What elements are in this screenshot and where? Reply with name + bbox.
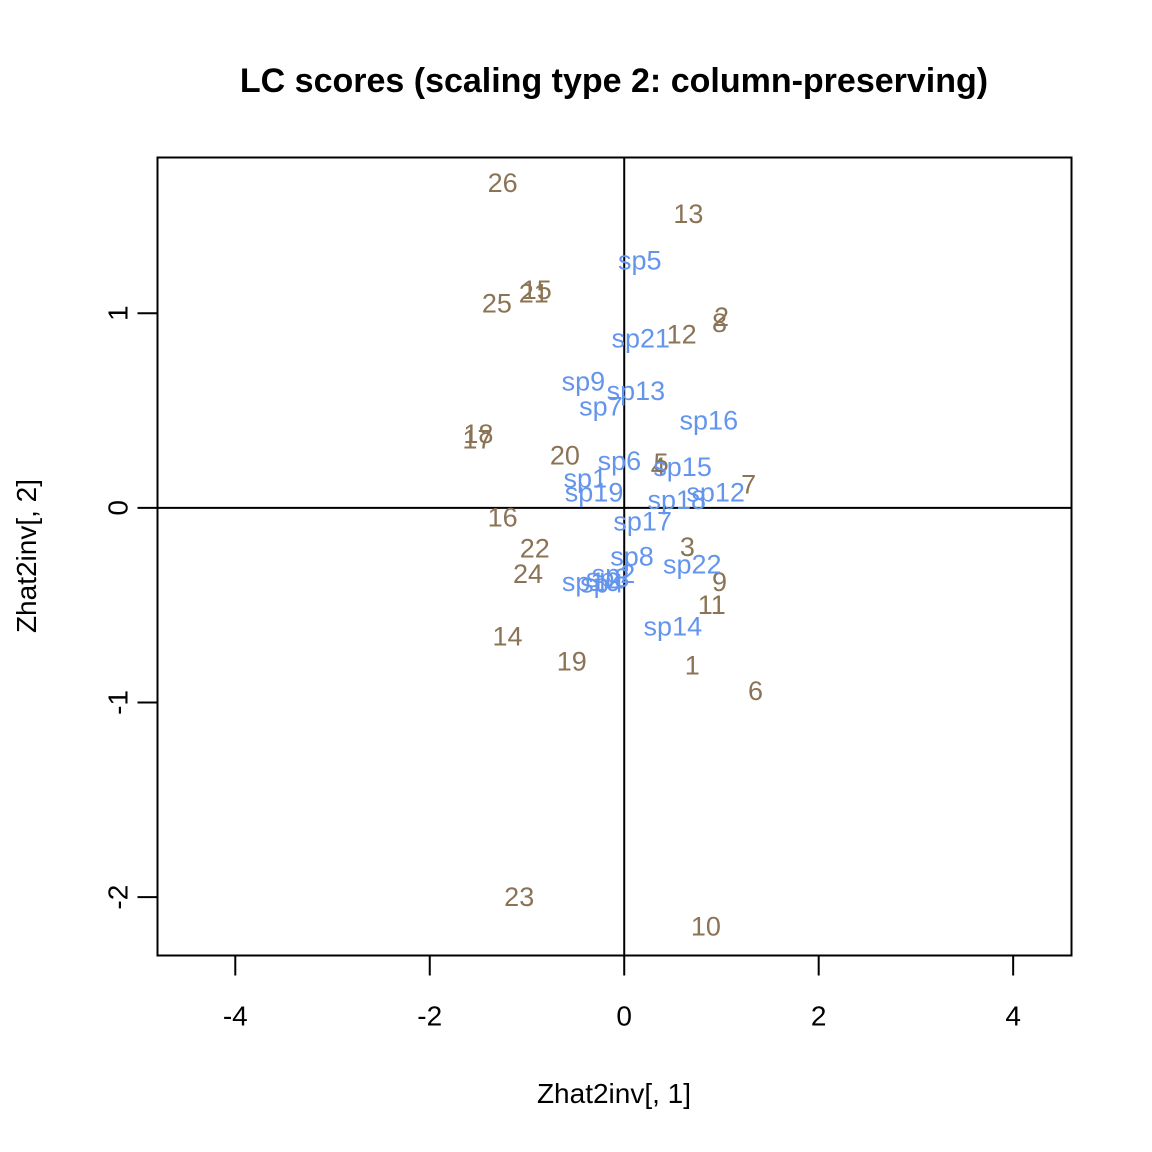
- point-label: 18: [463, 419, 493, 449]
- point-label: 19: [557, 647, 587, 677]
- point-label: 3: [680, 532, 695, 562]
- x-axis-label: Zhat2inv[, 1]: [537, 1078, 691, 1109]
- point-label: 6: [748, 676, 763, 706]
- y-tick-label: 0: [103, 500, 134, 516]
- point-label: 22: [520, 534, 550, 564]
- point-label: 21: [519, 279, 549, 309]
- point-label: 26: [488, 168, 518, 198]
- point-label: sp6: [598, 446, 642, 476]
- point-label: sp4: [580, 569, 624, 599]
- point-label: 11: [698, 590, 726, 620]
- point-label: 20: [550, 440, 580, 470]
- point-label: sp19: [565, 477, 624, 507]
- point-label: 8: [712, 308, 727, 338]
- point-label: sp14: [644, 612, 703, 642]
- point-labels: 1234567891011121314151617181920212223242…: [462, 168, 763, 942]
- y-tick-label: 1: [103, 305, 134, 321]
- point-label: 12: [667, 320, 697, 350]
- y-axis-label: Zhat2inv[, 2]: [11, 479, 42, 633]
- point-label: 7: [741, 469, 756, 499]
- point-label: sp7: [579, 392, 623, 422]
- point-label: 4: [651, 452, 666, 482]
- point-label: sp2: [592, 559, 636, 589]
- point-label: sp18: [647, 485, 706, 515]
- point-label: 13: [673, 199, 703, 229]
- point-label: 1: [685, 650, 700, 680]
- point-label: 25: [482, 288, 512, 318]
- x-tick-label: 4: [1005, 1001, 1021, 1032]
- point-label: sp1: [564, 464, 608, 494]
- reference-lines: [157, 157, 1072, 956]
- point-label: 16: [488, 503, 518, 533]
- point-label: 14: [493, 621, 523, 651]
- point-label: sp22: [663, 549, 722, 579]
- point-label: 2: [714, 302, 729, 332]
- y-tick-label: -2: [103, 885, 134, 910]
- y-tick-label: -1: [103, 690, 134, 715]
- point-label: 24: [513, 559, 543, 589]
- point-label: sp15: [653, 452, 712, 482]
- point-label: sp8: [610, 542, 654, 572]
- chart-title: LC scores (scaling type 2: column-preser…: [240, 62, 988, 100]
- point-label: sp17: [613, 506, 672, 536]
- x-axis: -4 -2 0 2 4: [223, 954, 1021, 1032]
- y-axis: -2 -1 0 1: [103, 305, 159, 910]
- point-label: sp21: [611, 324, 670, 354]
- point-label: 5: [654, 448, 669, 478]
- point-label: sp16: [680, 405, 739, 435]
- point-label: sp3: [586, 563, 630, 593]
- point-label: 9: [712, 567, 727, 597]
- x-tick-label: 0: [616, 1001, 632, 1032]
- point-label: sp12: [686, 477, 745, 507]
- x-tick-label: 2: [811, 1001, 827, 1032]
- point-label: 23: [504, 882, 534, 912]
- x-tick-label: -4: [223, 1001, 248, 1032]
- point-label: 10: [691, 911, 721, 941]
- point-label: sp9: [562, 366, 606, 396]
- point-label: sp10: [562, 567, 621, 597]
- point-label: 15: [522, 275, 552, 305]
- point-label: 17: [462, 425, 492, 455]
- point-label: sp13: [607, 376, 666, 406]
- point-label: sp5: [618, 246, 662, 276]
- x-tick-label: -2: [417, 1001, 442, 1032]
